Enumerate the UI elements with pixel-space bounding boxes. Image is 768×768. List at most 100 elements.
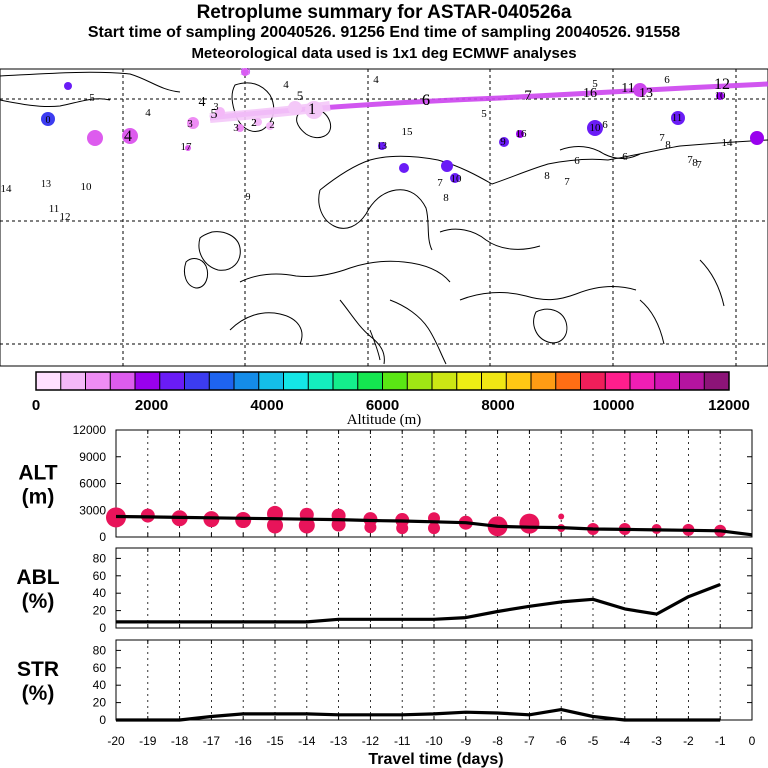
map-day-label: 7: [659, 132, 665, 144]
plume-dot: [399, 163, 409, 173]
plume-dot: [633, 83, 647, 97]
colorbar-segment: [308, 372, 334, 390]
coastline: [318, 189, 433, 251]
colorbar-frame: [35, 371, 730, 391]
plume-dot: [64, 82, 72, 90]
coastline: [319, 139, 768, 191]
map-day-label: 3: [187, 118, 193, 130]
map-day-label: 10: [715, 90, 727, 102]
x-tick-label: -3: [651, 734, 662, 748]
coastline: [369, 329, 381, 361]
map-day-label: 3: [233, 122, 239, 134]
series-line: [115, 514, 753, 537]
colorbar-segment: [333, 372, 359, 390]
colorbar-tick-label: 8000: [481, 397, 514, 414]
colorbar-tick-label: 6000: [366, 397, 399, 414]
map-day-label: 4: [124, 128, 132, 145]
x-tick-label: -6: [556, 734, 567, 748]
colorbar-segment: [135, 372, 161, 390]
plume-dot: [288, 101, 302, 115]
panel-label: STR: [17, 658, 59, 681]
colorbar-segment: [407, 372, 433, 390]
x-tick-label: -2: [683, 734, 694, 748]
colorbar-segment: [36, 372, 62, 390]
map-day-label: 4: [145, 107, 151, 119]
x-tick-label: -5: [588, 734, 599, 748]
sampling-time-subtitle: Start time of sampling 20040526. 91256 E…: [87, 24, 681, 41]
altitude-point: [428, 522, 440, 535]
plume-dot: [499, 137, 509, 147]
x-tick-label: -10: [425, 734, 443, 748]
map-day-label: 1: [308, 101, 316, 118]
alt-panel: 0 3000 6000 9000 12000 ALT(m): [18, 423, 753, 544]
map-day-label: 9: [246, 192, 251, 203]
altitude-point: [396, 522, 409, 535]
plume-dot: [215, 107, 225, 117]
colorbar-segment: [630, 372, 656, 390]
altitude-point: [558, 513, 565, 520]
map-day-label: 7: [564, 176, 570, 188]
chart-title: Retroplume summary for ASTAR-040526a: [196, 2, 572, 23]
colorbar-segment: [654, 372, 680, 390]
map-day-label: 6: [422, 92, 430, 109]
map-day-label: 11: [621, 81, 634, 96]
x-tick-label: -15: [266, 734, 284, 748]
map-day-label: 10: [451, 173, 463, 185]
x-tick-label: -17: [203, 734, 221, 748]
panel-label: ABL: [16, 566, 59, 589]
colorbar-segment: [456, 372, 482, 390]
plume-dot: [441, 160, 453, 172]
x-tick-label: -19: [139, 734, 157, 748]
plume-dot: [87, 130, 103, 146]
y-tick-label: 60: [93, 661, 107, 675]
map-day-label: 8: [692, 157, 698, 169]
map-day-label: 16: [516, 128, 528, 140]
map-day-label: 2: [269, 119, 275, 131]
panel-label-unit: (m): [22, 486, 55, 509]
panel-label: ALT: [18, 462, 57, 485]
y-tick-label: 80: [93, 551, 107, 565]
map-day-label: 4: [199, 95, 206, 110]
plume-dot: [587, 120, 603, 136]
colorbar-segment: [159, 372, 185, 390]
colorbar-segment: [580, 372, 606, 390]
y-tick-label: 40: [93, 586, 107, 600]
x-tick-label: -1: [715, 734, 726, 748]
x-axis-label: Travel time (days): [368, 751, 503, 768]
y-tick-label: 12000: [73, 423, 107, 437]
y-tick-label: 20: [93, 604, 107, 618]
map-day-label: 13: [639, 86, 653, 101]
plume-dot: [41, 112, 55, 126]
y-tick-label: 6000: [79, 477, 106, 491]
map-day-label: 12: [714, 76, 730, 93]
x-tick-label: -7: [524, 734, 535, 748]
x-tick-label: -14: [298, 734, 316, 748]
colorbar-tick-label: 2000: [135, 397, 168, 414]
altitude-point: [235, 512, 252, 529]
x-tick-label: -20: [107, 734, 125, 748]
plume-dot: [266, 122, 274, 130]
colorbar-segment: [432, 372, 458, 390]
colorbar-segment: [555, 372, 581, 390]
x-tick-label: 0: [749, 734, 756, 748]
y-tick-label: 20: [93, 696, 107, 710]
map-day-label: 4: [283, 79, 289, 91]
series-line: [116, 708, 721, 722]
colorbar-segment: [506, 372, 532, 390]
map-day-label: 13: [41, 179, 51, 190]
y-tick-label: 60: [93, 569, 107, 583]
coastline: [183, 258, 209, 289]
y-tick-label: 0: [99, 713, 106, 727]
map-day-label: 3: [214, 102, 219, 113]
plume-dot: [716, 92, 724, 100]
map-day-label: 6: [602, 119, 608, 131]
map-day-label: 16: [583, 86, 597, 101]
map-day-label: 5: [481, 108, 487, 120]
y-tick-label: 0: [99, 530, 106, 544]
coastline: [439, 228, 541, 250]
map-day-label: 8: [665, 139, 671, 151]
altitude-point: [364, 521, 377, 534]
colorbar-segment: [531, 372, 557, 390]
colorbar-segment: [85, 372, 111, 390]
